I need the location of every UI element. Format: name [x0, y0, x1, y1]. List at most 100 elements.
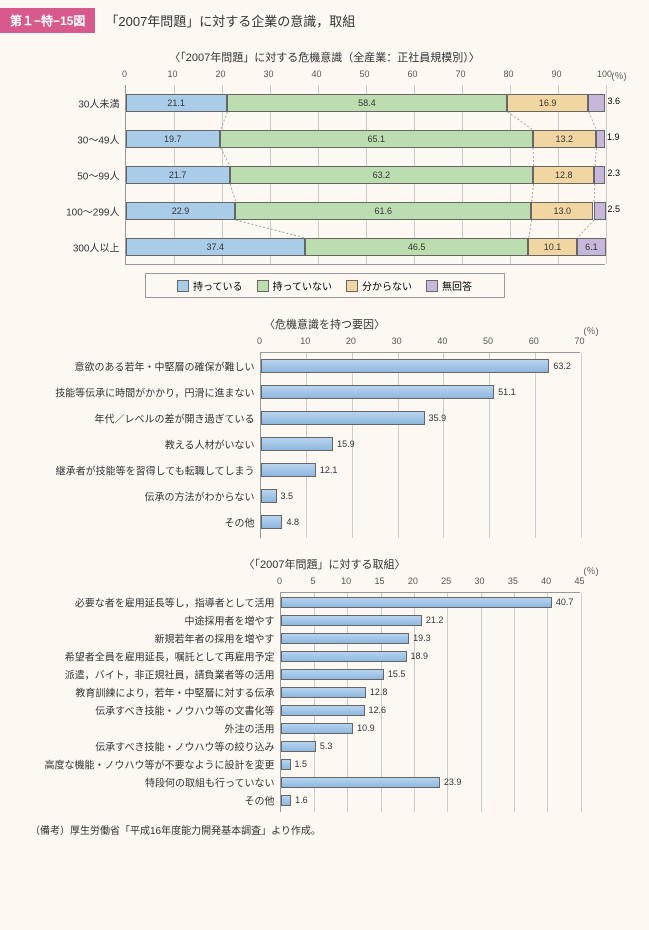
chart2-hbar: 010203040506070(％)意欲のある若年・中堅層の確保が難しい63.2… — [30, 336, 620, 538]
hbar-category-label: 派遣，バイト，非正規社員，請負業者等の活用 — [31, 667, 275, 682]
chart1-segment: 37.4 — [126, 238, 306, 256]
hbar-bar — [261, 463, 316, 477]
legend-swatch — [257, 280, 269, 292]
hbar-value-label: 15.9 — [337, 439, 355, 449]
chart1-category-label: 50～99人 — [46, 168, 120, 183]
axis-tick: 50 — [359, 69, 369, 79]
hbar-bar — [261, 489, 277, 503]
hbar-value-label: 12.6 — [369, 705, 387, 715]
axis-tick: 20 — [346, 336, 356, 346]
hbar-value-label: 12.8 — [370, 687, 388, 697]
chart1-segment: 12.8 — [533, 166, 594, 184]
axis-tick: 60 — [407, 69, 417, 79]
hbar-value-label: 4.8 — [286, 517, 299, 527]
chart1-segment: 13.0 — [531, 202, 593, 220]
chart1-segment — [596, 130, 605, 148]
hbar-bar — [281, 741, 316, 752]
axis-tick: 80 — [503, 69, 513, 79]
hbar-value-label: 12.1 — [320, 465, 338, 475]
hbar-category-label: 教育訓練により，若年・中堅層に対する伝承 — [31, 685, 275, 700]
chart1-segment: 58.4 — [227, 94, 507, 112]
hbar-bar — [281, 705, 365, 716]
chart1-segment: 16.9 — [507, 94, 588, 112]
hbar-bar — [261, 411, 425, 425]
legend-item: 無回答 — [426, 278, 472, 293]
hbar-bar — [261, 437, 334, 451]
chart1-value-label: 3.6 — [608, 96, 621, 106]
axis-tick: 0 — [122, 69, 127, 79]
axis-tick: 15 — [374, 576, 384, 586]
hbar-category-label: その他 — [31, 515, 255, 530]
chart1-category-label: 30～49人 — [46, 132, 120, 147]
legend-swatch — [426, 280, 438, 292]
chart2-title: 〈危機意識を持つ要因〉 — [0, 316, 649, 332]
chart1-value-label: 2.3 — [608, 168, 621, 178]
chart1-segment: 65.1 — [220, 130, 532, 148]
chart1-segment: 63.2 — [230, 166, 533, 184]
hbar-value-label: 1.5 — [295, 759, 308, 769]
axis-tick: 50 — [483, 336, 493, 346]
chart1-category-label: 300人以上 — [46, 240, 120, 255]
chart1-segment: 61.6 — [235, 202, 531, 220]
axis-tick: 30 — [263, 69, 273, 79]
hbar-category-label: 伝承すべき技能・ノウハウ等の文書化等 — [31, 703, 275, 718]
legend-item: 持っている — [177, 278, 243, 293]
chart1-value-label: 1.9 — [607, 132, 620, 142]
axis-tick: 90 — [551, 69, 561, 79]
axis-tick: 100 — [597, 69, 612, 79]
hbar-bar — [281, 723, 354, 734]
chart1-segment: 10.1 — [528, 238, 576, 256]
hbar-category-label: 高度な機能・ノウハウ等が不要なように設計を変更 — [31, 757, 275, 772]
legend-label: 分からない — [362, 278, 412, 293]
chart1-legend: 持っている持っていない 分からない 無回答 — [145, 273, 505, 298]
axis-tick: 0 — [277, 576, 282, 586]
hbar-category-label: 新規若年者の採用を増やす — [31, 631, 275, 646]
axis-unit: (％) — [584, 564, 599, 577]
hbar-value-label: 40.7 — [556, 597, 574, 607]
axis-tick: 25 — [441, 576, 451, 586]
axis-tick: 60 — [529, 336, 539, 346]
main-title: 「2007年問題」に対する企業の意識，取組 — [105, 11, 355, 30]
axis-tick: 70 — [455, 69, 465, 79]
hbar-value-label: 3.5 — [281, 491, 294, 501]
chart3-hbar: 051015202530354045(％)必要な者を雇用延長等し，指導者として活… — [30, 576, 620, 812]
axis-tick: 5 — [310, 576, 315, 586]
hbar-category-label: 意欲のある若年・中堅層の確保が難しい — [31, 359, 255, 374]
axis-tick: 70 — [574, 336, 584, 346]
axis-tick: 20 — [215, 69, 225, 79]
legend-item: 持っていない — [257, 278, 333, 293]
chart1-title: 〈「2007年問題」に対する危機意識（全産業：正社員規模別）〉 — [0, 49, 649, 65]
chart1-segment: 46.5 — [305, 238, 528, 256]
chart1-value-label: 2.5 — [608, 204, 621, 214]
chart1-segment: 13.2 — [533, 130, 596, 148]
axis-tick: 35 — [508, 576, 518, 586]
chart1-segment: 22.9 — [126, 202, 236, 220]
axis-unit: (％) — [612, 69, 627, 82]
hbar-category-label: 必要な者を雇用延長等し，指導者として活用 — [31, 595, 275, 610]
axis-tick: 40 — [311, 69, 321, 79]
axis-tick: 45 — [574, 576, 584, 586]
axis-unit: (％) — [584, 324, 599, 337]
hbar-category-label: 継承者が技能等を習得しても転職してしまう — [31, 463, 255, 478]
hbar-value-label: 19.3 — [413, 633, 431, 643]
chart1-category-label: 100～299人 — [46, 204, 120, 219]
chart3-title: 〈「2007年問題」に対する取組〉 — [0, 556, 649, 572]
hbar-bar — [281, 777, 440, 788]
hbar-category-label: 年代／レベルの差が開き過ぎている — [31, 411, 255, 426]
hbar-category-label: 特段何の取組も行っていない — [31, 775, 275, 790]
hbar-bar — [281, 687, 366, 698]
hbar-value-label: 15.5 — [388, 669, 406, 679]
footnote: （備考）厚生労働省「平成16年度能力開発基本調査」より作成。 — [0, 812, 649, 847]
chart1-segment: 21.1 — [126, 94, 227, 112]
axis-tick: 40 — [541, 576, 551, 586]
axis-tick: 10 — [300, 336, 310, 346]
axis-tick: 0 — [257, 336, 262, 346]
chart1-segment: 19.7 — [126, 130, 221, 148]
figure-badge: 第１−特−15図 — [0, 8, 95, 33]
hbar-value-label: 23.9 — [444, 777, 462, 787]
chart1-segment — [594, 166, 605, 184]
axis-tick: 30 — [474, 576, 484, 586]
legend-label: 無回答 — [442, 278, 472, 293]
hbar-category-label: 伝承の方法がわからない — [31, 489, 255, 504]
hbar-value-label: 51.1 — [498, 387, 516, 397]
